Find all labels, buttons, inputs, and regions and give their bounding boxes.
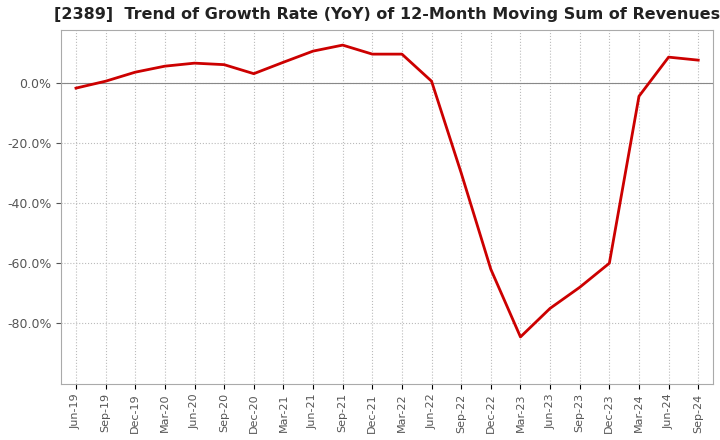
Title: [2389]  Trend of Growth Rate (YoY) of 12-Month Moving Sum of Revenues: [2389] Trend of Growth Rate (YoY) of 12-… <box>54 7 720 22</box>
